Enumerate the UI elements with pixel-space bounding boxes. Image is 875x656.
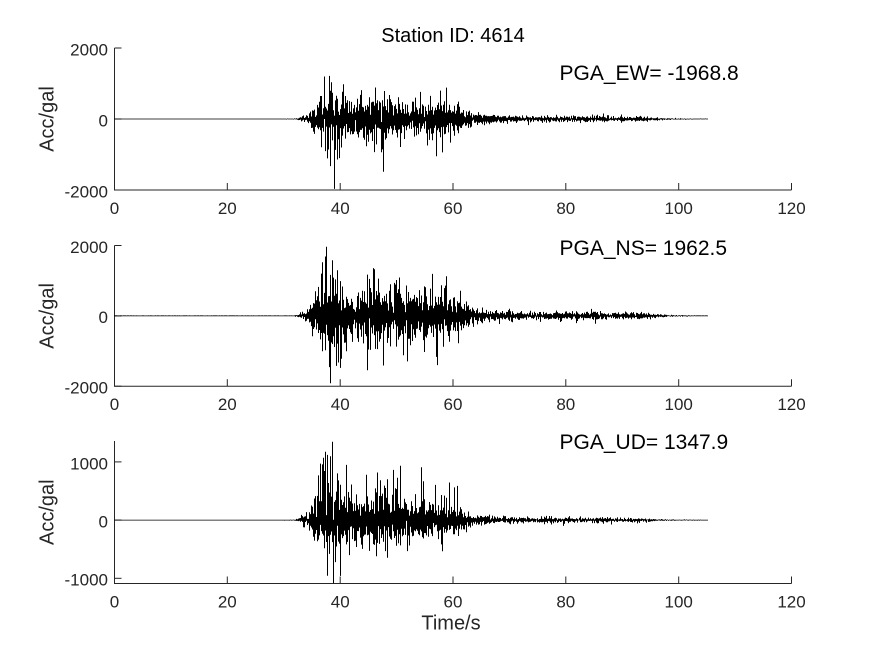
svg-text:Acc/gal: Acc/gal bbox=[37, 283, 59, 349]
svg-text:1000: 1000 bbox=[70, 454, 108, 473]
svg-text:120: 120 bbox=[777, 593, 805, 612]
svg-text:40: 40 bbox=[331, 593, 350, 612]
svg-text:40: 40 bbox=[331, 199, 350, 218]
svg-text:0: 0 bbox=[99, 513, 108, 532]
svg-text:60: 60 bbox=[444, 593, 463, 612]
svg-text:100: 100 bbox=[665, 395, 693, 414]
svg-text:20: 20 bbox=[218, 593, 237, 612]
svg-text:0: 0 bbox=[110, 395, 119, 414]
svg-text:80: 80 bbox=[556, 199, 575, 218]
svg-text:80: 80 bbox=[556, 593, 575, 612]
svg-text:2000: 2000 bbox=[70, 40, 108, 59]
svg-text:60: 60 bbox=[444, 199, 463, 218]
svg-text:PGA_EW= -1968.8: PGA_EW= -1968.8 bbox=[560, 62, 739, 85]
svg-text:60: 60 bbox=[444, 395, 463, 414]
svg-text:2000: 2000 bbox=[70, 238, 108, 257]
svg-text:-2000: -2000 bbox=[65, 182, 108, 201]
svg-text:0: 0 bbox=[110, 593, 119, 612]
svg-text:0: 0 bbox=[110, 199, 119, 218]
svg-text:Acc/gal: Acc/gal bbox=[37, 86, 59, 152]
svg-text:40: 40 bbox=[331, 395, 350, 414]
svg-text:Acc/gal: Acc/gal bbox=[37, 479, 59, 545]
svg-text:Station ID: 4614: Station ID: 4614 bbox=[381, 25, 524, 47]
svg-text:20: 20 bbox=[218, 199, 237, 218]
svg-text:100: 100 bbox=[665, 593, 693, 612]
svg-text:-2000: -2000 bbox=[65, 379, 108, 398]
svg-text:120: 120 bbox=[777, 395, 805, 414]
svg-text:Time/s: Time/s bbox=[421, 613, 480, 635]
svg-text:20: 20 bbox=[218, 395, 237, 414]
svg-text:120: 120 bbox=[777, 199, 805, 218]
svg-text:80: 80 bbox=[556, 395, 575, 414]
svg-text:-1000: -1000 bbox=[65, 571, 108, 590]
svg-text:0: 0 bbox=[99, 111, 108, 130]
svg-text:100: 100 bbox=[665, 199, 693, 218]
svg-text:PGA_NS= 1962.5: PGA_NS= 1962.5 bbox=[560, 237, 728, 260]
svg-text:0: 0 bbox=[99, 308, 108, 327]
svg-text:PGA_UD= 1347.9: PGA_UD= 1347.9 bbox=[560, 431, 729, 454]
